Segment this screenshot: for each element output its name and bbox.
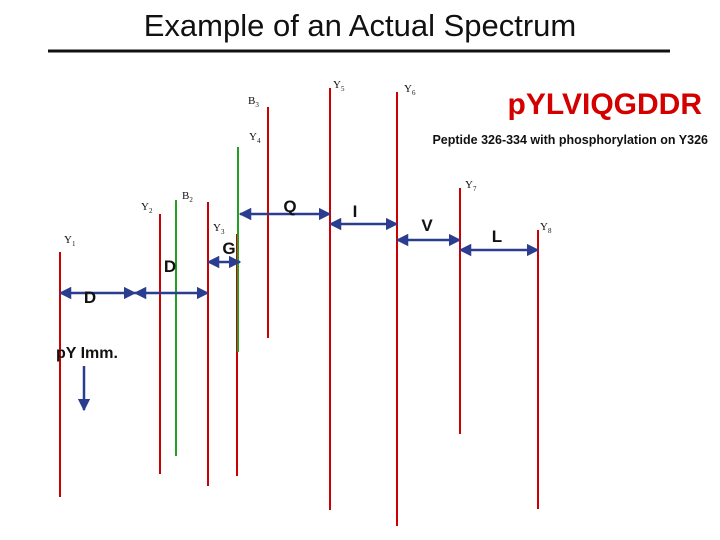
- phospho-residue: Y: [525, 88, 546, 121]
- page-title: Example of an Actual Spectrum: [143, 8, 577, 43]
- Y3-label: Y3: [213, 222, 225, 236]
- B2-label: B2: [182, 190, 193, 204]
- peptide-sequence: pYLVIQGDDR: [0, 88, 702, 122]
- Y6-label: Y6: [404, 83, 416, 97]
- Y8-label: Y8: [540, 221, 552, 235]
- Y2-label: Y2: [141, 201, 153, 215]
- Y5-label: Y5: [333, 79, 345, 93]
- Y4-label: Y4: [249, 131, 261, 145]
- residue-label: I: [353, 202, 358, 221]
- phospho-prefix: p: [507, 88, 526, 121]
- residue-label: Q: [283, 197, 296, 216]
- B3-label: B3: [248, 95, 259, 109]
- residue-label: D: [164, 257, 176, 276]
- residue-label: G: [222, 239, 235, 258]
- peptide-description: Peptide 326-334 with phosphorylation on …: [432, 133, 708, 147]
- residue-label: V: [421, 216, 433, 235]
- immonium-label: pY Imm.: [56, 345, 118, 362]
- residue-label: D: [84, 288, 96, 307]
- Y1-label: Y1: [64, 234, 76, 248]
- Y7-label: Y7: [465, 179, 477, 193]
- residue-label: L: [492, 227, 502, 246]
- sequence-remainder: LVIQGDDR: [545, 88, 702, 121]
